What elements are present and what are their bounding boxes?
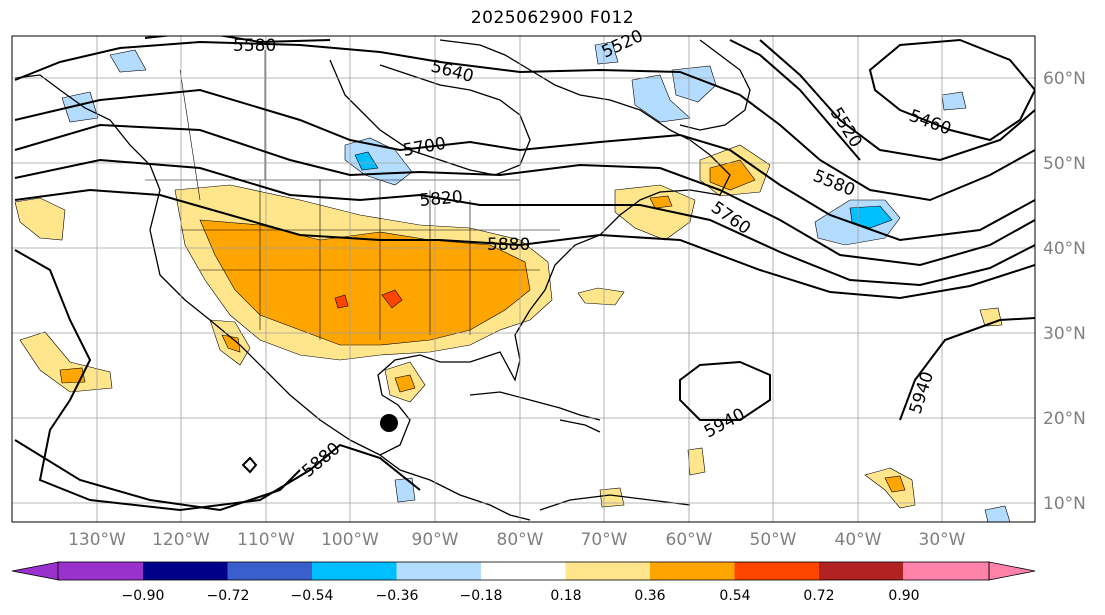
colorbar-tick-label: −0.90 bbox=[122, 588, 165, 604]
colorbar-tick-label: 0.36 bbox=[634, 588, 665, 604]
contour-5640 bbox=[14, 40, 1035, 202]
small-ring-west bbox=[241, 456, 258, 474]
lon-label: 120°W bbox=[152, 530, 210, 550]
lon-label: 30°W bbox=[919, 530, 966, 550]
contour-5760 bbox=[14, 123, 1035, 267]
contour-label: 5880 bbox=[487, 235, 530, 255]
colorbar-segment bbox=[481, 562, 566, 580]
negative-anomaly-north-2 bbox=[594, 41, 619, 65]
colorbar-extend-low bbox=[11, 561, 60, 581]
colorbar-segment bbox=[227, 562, 312, 580]
negative-anomaly-north-1 bbox=[109, 49, 147, 73]
colorbar-tick-label: 0.18 bbox=[550, 588, 581, 604]
negative-anomaly-south-2 bbox=[984, 505, 1011, 522]
positive-anomaly-atlantic-mid bbox=[649, 195, 673, 209]
latitude-labels: 60°N 50°N 40°N 30°N 20°N 10°N bbox=[1043, 69, 1086, 514]
colorbar-segment bbox=[396, 562, 481, 580]
positive-anomaly-us-high-1 bbox=[381, 289, 403, 309]
positive-anomaly-tropics-3 bbox=[687, 447, 706, 476]
cuba-coast bbox=[469, 391, 601, 421]
contour-5820 bbox=[14, 158, 1035, 287]
lon-label: 60°W bbox=[666, 530, 713, 550]
lon-label: 80°W bbox=[497, 530, 544, 550]
contour-5520 bbox=[729, 39, 861, 161]
positive-anomaly-mexico-mid bbox=[221, 334, 241, 353]
contour-5520-ring bbox=[868, 38, 1035, 142]
colorbar-outline bbox=[57, 561, 990, 581]
storm-center-marker bbox=[380, 414, 398, 432]
positive-anomaly-pacific bbox=[19, 331, 113, 393]
colorbar-segment bbox=[143, 562, 228, 580]
lat-label: 50°N bbox=[1043, 154, 1086, 174]
colorbar-segment bbox=[565, 562, 650, 580]
negative-anomaly-labrador bbox=[631, 74, 691, 123]
lon-label: 90°W bbox=[412, 530, 459, 550]
positive-anomaly-newfoundland-mid bbox=[709, 159, 756, 191]
positive-anomaly-us-high-2 bbox=[334, 294, 349, 309]
negative-anomaly-greenland bbox=[671, 65, 717, 103]
contour-label: 5820 bbox=[419, 187, 464, 211]
negative-anomaly-north-3 bbox=[941, 91, 967, 111]
contour-5880-south bbox=[14, 249, 421, 512]
contour-label: 5580 bbox=[233, 36, 276, 56]
lat-label: 20°N bbox=[1043, 409, 1086, 429]
negative-anomaly-hudson-mid bbox=[354, 151, 379, 171]
lon-label: 50°W bbox=[750, 530, 797, 550]
negative-anomaly-south-1 bbox=[394, 477, 416, 503]
contour-5940-atlantic bbox=[679, 360, 771, 421]
colorbar-tick-label: −0.72 bbox=[207, 588, 250, 604]
contour-5580-east bbox=[759, 39, 1035, 162]
state-boundaries bbox=[145, 50, 560, 340]
positive-anomaly-pacific-mid bbox=[59, 367, 86, 384]
central-america-coast bbox=[379, 454, 531, 521]
anomaly-shading bbox=[14, 41, 1011, 522]
lat-label: 40°N bbox=[1043, 239, 1086, 259]
colorbar-tick-label: −0.36 bbox=[376, 588, 419, 604]
colorbar bbox=[11, 561, 1036, 581]
colorbar-segment bbox=[904, 562, 989, 580]
height-contours bbox=[14, 36, 1035, 512]
positive-anomaly-pacific-nw bbox=[14, 197, 66, 241]
contour-5940-west bbox=[14, 439, 301, 512]
colorbar-tick-label: 0.54 bbox=[719, 588, 750, 604]
positive-anomaly-gulf-mid bbox=[394, 374, 416, 393]
positive-anomaly-tropics-4 bbox=[599, 487, 625, 508]
lon-label: 130°W bbox=[68, 530, 126, 550]
negative-anomaly-alaska bbox=[61, 91, 99, 123]
hudson-bay-coast bbox=[329, 59, 531, 176]
positive-anomaly-us-mid bbox=[199, 219, 531, 346]
positive-anomaly-east-us bbox=[577, 287, 625, 306]
lon-label: 110°W bbox=[237, 530, 295, 550]
map-title: 2025062900 F012 bbox=[470, 8, 635, 28]
longitude-labels: 130°W 120°W 110°W 100°W 90°W 80°W 70°W 6… bbox=[68, 530, 966, 550]
hispaniola-coast bbox=[559, 419, 601, 433]
contour-5580-north bbox=[144, 36, 331, 44]
colorbar-segment bbox=[650, 562, 735, 580]
colorbar-tick-label: 0.90 bbox=[888, 588, 919, 604]
colorbar-ticks: −0.90 −0.72 −0.54 −0.36 −0.18 0.18 0.36 … bbox=[122, 588, 920, 604]
lon-label: 40°W bbox=[835, 530, 882, 550]
negative-anomaly-atlantic-mid bbox=[849, 205, 893, 229]
map-frame bbox=[11, 35, 1036, 523]
contour-5880-main bbox=[14, 188, 1035, 300]
graticule bbox=[12, 36, 1035, 522]
colorbar-segment bbox=[312, 562, 397, 580]
positive-anomaly-atlantic bbox=[614, 184, 696, 241]
lon-label: 100°W bbox=[321, 530, 379, 550]
contour-5700 bbox=[14, 88, 1035, 242]
lon-label: 70°W bbox=[581, 530, 628, 550]
colorbar-tick-label: −0.18 bbox=[460, 588, 503, 604]
lat-label: 60°N bbox=[1043, 69, 1086, 89]
contour-5940-east bbox=[899, 317, 1035, 421]
colorbar-segment bbox=[58, 562, 143, 580]
colorbar-segment bbox=[819, 562, 904, 580]
positive-anomaly-tropics-mid bbox=[884, 475, 906, 493]
colorbar-segment bbox=[734, 562, 819, 580]
colorbar-tick-label: −0.54 bbox=[291, 588, 334, 604]
colorbar-tick-label: 0.72 bbox=[803, 588, 834, 604]
lat-label: 30°N bbox=[1043, 324, 1086, 344]
lat-label: 10°N bbox=[1043, 494, 1086, 514]
colorbar-extend-high bbox=[988, 561, 1036, 581]
